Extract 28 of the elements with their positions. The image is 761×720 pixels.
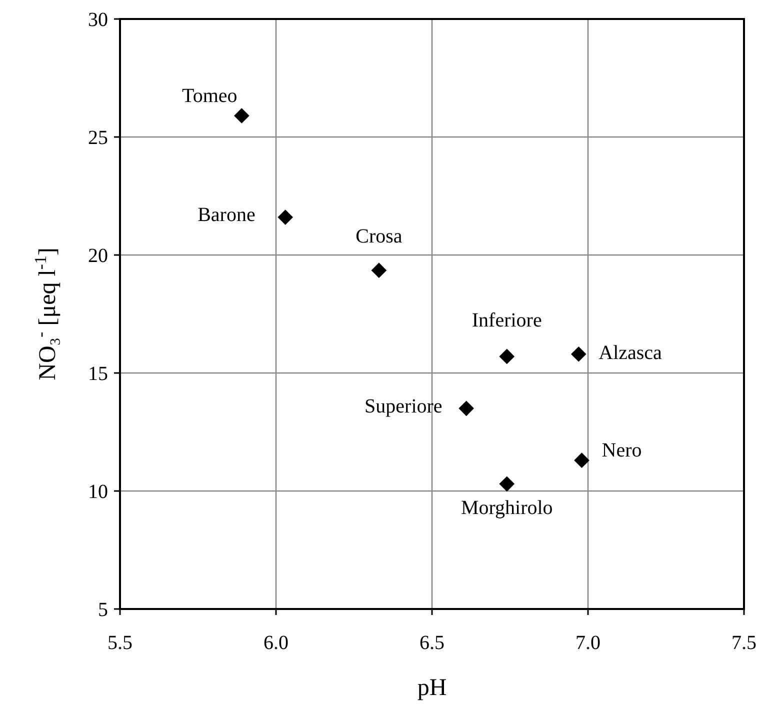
point xyxy=(574,452,590,468)
annotation: Nero xyxy=(602,439,642,462)
x-tick-label: 6.0 xyxy=(264,632,288,654)
y-tick-label: 5 xyxy=(98,599,108,621)
point xyxy=(499,348,515,364)
point xyxy=(278,210,294,225)
annotation: Morghirolo xyxy=(460,496,553,519)
x-tick-label: 5.5 xyxy=(108,632,132,654)
annotation: Superiore xyxy=(364,395,442,418)
x-tick-label: 7.5 xyxy=(732,632,756,654)
point xyxy=(570,346,586,362)
point xyxy=(371,262,387,278)
y-tick-label: 25 xyxy=(88,127,108,149)
annotation: Barone xyxy=(198,204,256,226)
annotation: Crosa xyxy=(356,225,402,248)
point xyxy=(458,400,474,416)
y-tick-label: 15 xyxy=(88,363,108,385)
point xyxy=(499,476,515,492)
point xyxy=(234,108,250,124)
y-tick-label: 10 xyxy=(88,481,108,503)
x-axis-title: pH xyxy=(417,675,447,701)
x-tick-label: 6.5 xyxy=(420,632,444,654)
annotation: Alzasca xyxy=(598,342,662,364)
annotation: Inferiore xyxy=(472,309,542,332)
y-tick-label: 20 xyxy=(88,245,108,267)
y-tick-label: 30 xyxy=(88,9,108,31)
annotation: Tomeo xyxy=(182,84,238,107)
x-tick-label: 7.0 xyxy=(576,632,600,654)
